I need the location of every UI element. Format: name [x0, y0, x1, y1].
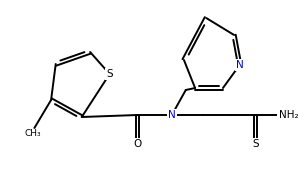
Text: S: S	[252, 139, 259, 149]
Text: CH₃: CH₃	[24, 129, 41, 138]
Text: N: N	[168, 110, 176, 120]
Text: N: N	[236, 60, 243, 70]
Text: O: O	[134, 139, 142, 149]
Text: S: S	[106, 69, 113, 79]
Text: NH₂: NH₂	[279, 110, 298, 120]
